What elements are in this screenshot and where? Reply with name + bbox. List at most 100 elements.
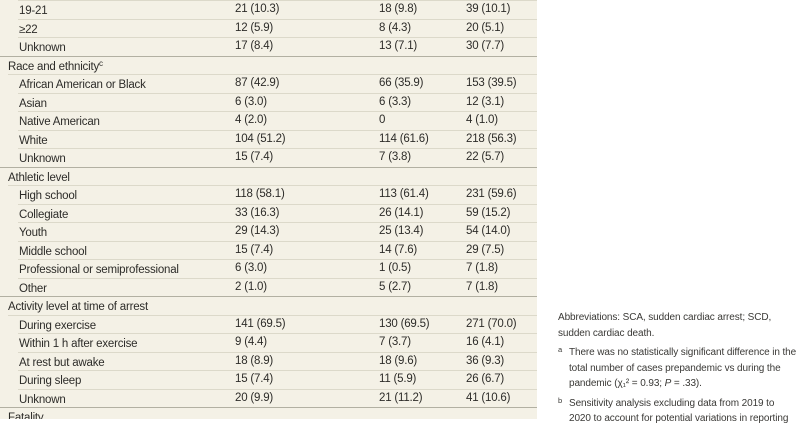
cell-col3: 59 (15.2) [466, 206, 511, 219]
cell-col1: 9 (4.4) [235, 336, 267, 348]
cell-col3: 26 (6.7) [466, 373, 505, 385]
demographics-table: 19-21 21 (10.3) 18 (9.8) 39 (10.1) ≥22 1… [0, 0, 537, 419]
row-label: Unknown [0, 387, 235, 409]
table-row: Unknown 20 (9.9) 21 (11.2) 41 (10.6) [0, 387, 537, 409]
row-label-text: Fatality [8, 411, 44, 419]
row-label: High school [0, 183, 235, 205]
abbreviations-line: sudden cardiac death. [558, 327, 655, 339]
table-row: High school 118 (58.1) 113 (61.4) 231 (5… [0, 185, 537, 204]
abbreviations-line: Abbreviations: SCA, sudden cardiac arres… [558, 312, 772, 323]
row-label-text: During exercise [19, 319, 96, 332]
abbreviations-note: Abbreviations: SCA, sudden cardiac arres… [558, 310, 798, 341]
row-label: White [0, 128, 235, 150]
table-row: Athletic level [0, 165, 537, 187]
row-label-text: Middle school [19, 245, 87, 258]
cell-col3: 153 (39.5) [466, 77, 517, 89]
cell-col3: 7 (1.8) [466, 280, 498, 293]
row-label: African American or Black [0, 72, 235, 94]
row-label: Professional or semiprofessional [0, 257, 235, 279]
footnote-a-text: pandemic (χ₁² = 0.93; [569, 378, 665, 389]
cell-col3: 218 (56.3) [466, 132, 517, 145]
cell-col1: 6 (3.0) [235, 95, 267, 108]
cell-col1: 118 (58.1) [235, 188, 285, 200]
footnote-marker-sup: c [99, 58, 104, 68]
cell-col2: 130 (69.5) [379, 317, 430, 330]
cell-col1: 104 (51.2) [235, 132, 286, 145]
footnote-b-line: b Sensitivity analysis excluding data fro… [558, 396, 798, 412]
cell-col2: 13 (7.1) [379, 40, 418, 52]
row-label: Race and ethnicityc [0, 54, 235, 76]
row-label-text: Unknown [19, 41, 66, 54]
cell-col3: 36 (9.3) [466, 354, 505, 367]
cell-col1: 6 (3.0) [235, 262, 267, 274]
table-row: Collegiate 33 (16.3) 26 (14.1) 59 (15.2) [0, 202, 537, 224]
row-label-text: Unknown [19, 393, 66, 406]
row-label-text: Native American [19, 115, 100, 128]
table-row: Within 1 h after exercise 9 (4.4) 7 (3.7… [0, 333, 537, 352]
footnote-a-line: a There was no statistically significant … [558, 345, 798, 361]
row-label-text: Collegiate [19, 208, 69, 221]
cell-col1: 87 (42.9) [235, 77, 280, 89]
table-row: Race and ethnicityc [0, 54, 537, 76]
footnote-a: a There was no statistically significant … [558, 345, 798, 392]
row-label: Collegiate [0, 202, 235, 224]
row-label-text: During sleep [19, 374, 82, 387]
row-label-text: High school [19, 189, 77, 202]
cell-col3: 16 (4.1) [466, 336, 505, 348]
footnote-a-marker: a [558, 345, 563, 354]
cell-col1: 12 (5.9) [235, 21, 274, 34]
cell-col3: 231 (59.6) [466, 188, 517, 200]
row-label-text: White [19, 134, 48, 147]
table-row: Asian 6 (3.0) 6 (3.3) 12 (3.1) [0, 91, 537, 113]
cell-col2: 25 (13.4) [379, 225, 424, 237]
table-row: Fatality [0, 407, 537, 419]
cell-col1: 17 (8.4) [235, 40, 274, 52]
footnote-a-line: pandemic (χ₁² = 0.93; P = .33). [569, 376, 798, 392]
cell-col1: 15 (7.4) [235, 373, 274, 385]
cell-col1: 29 (14.3) [235, 225, 280, 237]
table-row: During sleep 15 (7.4) 11 (5.9) 26 (6.7) [0, 370, 537, 389]
row-label: During sleep [0, 368, 235, 390]
cell-col2: 26 (14.1) [379, 206, 424, 219]
row-label-text: Race and ethnicity [8, 60, 100, 73]
cell-col2: 11 (5.9) [379, 373, 417, 385]
cell-col2: 5 (2.7) [379, 280, 411, 293]
table-row: ≥22 12 (5.9) 8 (4.3) 20 (5.1) [0, 17, 537, 39]
cell-col3: 12 (3.1) [466, 95, 505, 108]
cell-col3: 30 (7.7) [466, 40, 505, 52]
row-label-text: Athletic level [8, 171, 70, 184]
cell-col2: 0 [379, 114, 386, 126]
cell-col1: 18 (8.9) [235, 354, 274, 367]
footnote-b-marker: b [558, 395, 563, 405]
cell-col3: 271 (70.0) [466, 317, 517, 330]
row-label-text: Other [19, 282, 47, 295]
cell-col2: 113 (61.4) [379, 188, 429, 200]
cell-col3: 41 (10.6) [466, 391, 511, 404]
row-label: Middle school [0, 239, 235, 261]
cell-col3: 29 (7.5) [466, 243, 505, 256]
table-row: African American or Black 87 (42.9) 66 (… [0, 74, 537, 93]
cell-col2: 14 (7.6) [379, 243, 418, 256]
row-label: 19-21 [0, 0, 235, 20]
table-row: Youth 29 (14.3) 25 (13.4) 54 (14.0) [0, 222, 537, 241]
row-label-text: Unknown [19, 152, 66, 165]
table-row: At rest but awake 18 (8.9) 18 (9.6) 36 (… [0, 351, 537, 371]
cell-col2: 18 (9.8) [379, 3, 418, 15]
table-row: Native American 4 (2.0) 0 4 (1.0) [0, 111, 537, 130]
footnote-a-text: There was no statistically significant d… [569, 347, 797, 358]
row-label-text: Professional or semiprofessional [19, 263, 179, 276]
row-label: Athletic level [0, 165, 235, 187]
cell-col2: 114 (61.6) [379, 132, 429, 145]
cell-col2: 7 (3.7) [379, 336, 411, 348]
row-label: Asian [0, 91, 235, 113]
table-row: Unknown 15 (7.4) 7 (3.8) 22 (5.7) [0, 148, 537, 167]
cell-col2: 18 (9.6) [379, 354, 418, 367]
row-label-text: ≥22 [19, 23, 38, 36]
cell-col1: 33 (16.3) [235, 206, 280, 219]
cell-col3: 20 (5.1) [466, 21, 505, 34]
cell-col3: 22 (5.7) [466, 151, 505, 163]
cell-col1: 15 (7.4) [235, 243, 274, 256]
row-label: ≥22 [0, 17, 235, 39]
footnote-a-line: total number of cases prepandemic vs dur… [569, 362, 781, 374]
table-row: Middle school 15 (7.4) 14 (7.6) 29 (7.5) [0, 239, 537, 261]
